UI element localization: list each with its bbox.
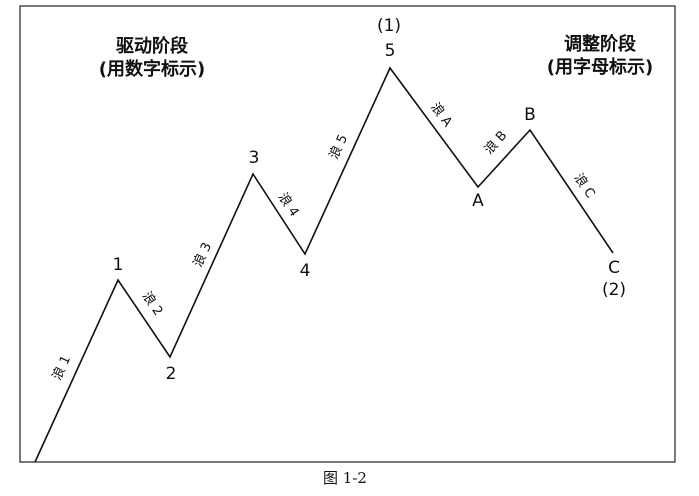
wave-line <box>34 66 614 463</box>
wave-label: 浪 2 <box>139 289 166 318</box>
heading-subtitle: (用数字标示) <box>99 58 205 80</box>
point-label: 3 <box>249 148 260 168</box>
heading-subtitle: (用字母标示) <box>547 56 653 78</box>
wave-label: 浪 5 <box>327 132 351 161</box>
point-label: C <box>608 258 620 278</box>
wave-label: 浪 1 <box>50 353 74 382</box>
wave-label: 浪 B <box>482 128 511 157</box>
wave-label: 浪 A <box>427 100 455 130</box>
degree-label: (2) <box>602 280 626 300</box>
heading-title: 调整阶段 <box>564 33 637 55</box>
frame <box>19 5 676 463</box>
point-label: B <box>524 105 536 125</box>
point-label: 2 <box>166 364 177 384</box>
point-label: 5 <box>385 41 396 61</box>
heading-title: 驱动阶段 <box>116 35 189 57</box>
point-label: A <box>472 191 484 211</box>
caption: 图 1-2 <box>323 469 367 487</box>
point-label: 1 <box>113 255 124 275</box>
point-label: 4 <box>300 261 311 281</box>
wave-label: 浪 4 <box>275 190 302 219</box>
degree-label: (1) <box>377 16 401 36</box>
